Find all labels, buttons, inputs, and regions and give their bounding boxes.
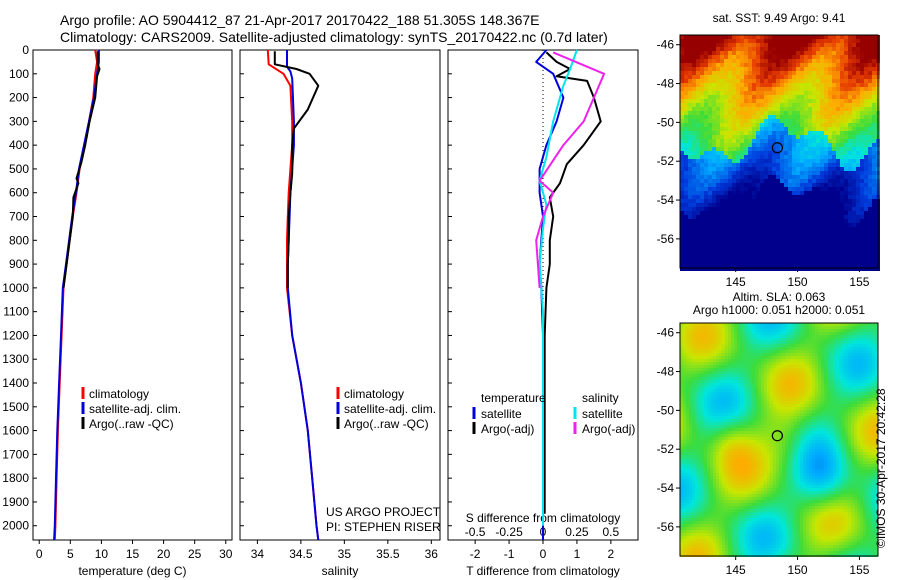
legend-label-diff-3: Argo(-adj) [582, 422, 635, 436]
legend-label-temperature-2: Argo(..raw -QC) [89, 417, 174, 431]
legend-label-salinity-1: satellite-adj. clim. [344, 402, 436, 416]
heatmap-cells-sla_map [680, 323, 878, 557]
map-y-tick-label-sst_map-1: -48 [657, 77, 675, 91]
x-tick-label-temperature-1: 5 [67, 547, 74, 561]
series-line-differences-0 [535, 49, 565, 540]
series-line-temperature-1 [53, 50, 100, 541]
plot-frame-salinity [239, 49, 441, 541]
map-frame-sst_map [679, 34, 879, 269]
y-tick-label-12: 1200 [2, 328, 29, 342]
imos-watermark: ©IMOS 30-Apr-2017 20:42:28 [874, 388, 888, 548]
legend-label-temperature-0: climatology [89, 387, 149, 401]
s-diff-tick-label-0: -0.5 [465, 525, 486, 539]
legend-label-salinity-0: climatology [344, 387, 404, 401]
series-line-temperature-0 [53, 49, 99, 541]
map-y-tick-label-sla_map-2: -50 [657, 403, 675, 417]
y-tick-label-14: 1400 [2, 376, 29, 390]
x-tick-label-salinity-3: 35.5 [376, 547, 400, 561]
legend-label-salinity-2: Argo(..raw -QC) [344, 417, 429, 431]
y-tick-label-15: 1500 [2, 400, 29, 414]
y-tick-label-20: 2000 [2, 519, 29, 533]
x-tick-label-temperature-2: 10 [95, 547, 109, 561]
map-frame-sla_map [679, 322, 879, 557]
pi-annotation: PI: STEPHEN RISER [326, 520, 441, 534]
sst-map-title: sat. SST: 9.49 Argo: 9.41 [713, 11, 846, 25]
s-diff-tick-label-3: 0.25 [565, 525, 589, 539]
legend-header-salinity: salinity [582, 391, 619, 405]
y-tick-label-4: 400 [9, 138, 29, 152]
sla-map-title: Altim. SLA: 0.063 [733, 290, 826, 304]
legend-label-diff-0: satellite [481, 407, 522, 421]
y-tick-label-11: 1100 [3, 305, 29, 319]
map-y-tick-label-sst_map-4: -54 [657, 193, 675, 207]
map-y-tick-label-sst_map-3: -52 [657, 154, 675, 168]
x-tick-label-temperature-6: 30 [219, 547, 233, 561]
y-tick-label-19: 1900 [2, 495, 29, 509]
map-y-tick-label-sla_map-1: -48 [657, 365, 675, 379]
series-line-salinity-2 [273, 51, 320, 288]
x-axis-label-differences: T difference from climatology [466, 564, 620, 578]
y-tick-label-18: 1800 [2, 471, 29, 485]
map-x-tick-label-sst_map-0: 145 [726, 275, 746, 289]
profile-title: Argo profile: AO 5904412_87 21-Apr-2017 … [60, 12, 540, 28]
x-axis-label-salinity: salinity [322, 564, 359, 578]
argo-location-marker-sla_map [771, 430, 783, 442]
y-tick-label-8: 800 [9, 233, 29, 247]
y-tick-label-0: 0 [22, 43, 29, 57]
y-tick-label-1: 100 [9, 67, 29, 81]
s-diff-tick-label-1: -0.25 [495, 525, 523, 539]
series-line-differences-3 [535, 51, 606, 288]
x-tick-label-salinity-4: 36 [425, 547, 439, 561]
x-tick-label-salinity-2: 35 [338, 547, 352, 561]
x-tick-label-salinity-1: 34.5 [289, 547, 313, 561]
map-y-tick-label-sst_map-2: -50 [657, 115, 675, 129]
map-y-tick-label-sla_map-0: -46 [657, 326, 675, 340]
x-tick-label-temperature-5: 25 [188, 547, 202, 561]
legend-header-temperature: temperature [481, 391, 546, 405]
map-x-tick-label-sst_map-1: 150 [788, 275, 808, 289]
map-x-tick-label-sla_map-0: 145 [726, 563, 746, 577]
map-y-tick-label-sst_map-0: -46 [657, 38, 675, 52]
series-line-differences-2 [538, 49, 578, 526]
legend-label-diff-2: satellite [582, 407, 623, 421]
y-tick-label-5: 500 [9, 162, 29, 176]
y-tick-label-13: 1300 [2, 352, 29, 366]
x-tick-label-differences-2: 0 [540, 547, 547, 561]
map-x-tick-label-sla_map-1: 150 [788, 563, 808, 577]
y-tick-label-2: 200 [9, 91, 29, 105]
series-line-temperature-2 [62, 51, 101, 289]
y-tick-label-17: 1700 [2, 447, 29, 461]
legend-label-temperature-1: satellite-adj. clim. [89, 402, 181, 416]
argo-location-marker-sst_map [771, 142, 783, 154]
x-tick-label-differences-3: 1 [574, 547, 581, 561]
map-x-tick-label-sla_map-2: 155 [849, 563, 869, 577]
y-tick-label-7: 700 [9, 210, 29, 224]
heatmap-cells-sst_map [680, 35, 880, 271]
map-y-tick-label-sla_map-3: -52 [657, 442, 675, 456]
y-tick-label-10: 1000 [2, 281, 29, 295]
y-tick-label-6: 600 [9, 186, 29, 200]
map-y-tick-label-sla_map-4: -54 [657, 481, 675, 495]
sla-map-subtitle: Argo h1000: 0.051 h2000: 0.051 [693, 303, 865, 317]
x-tick-label-differences-0: -2 [470, 547, 481, 561]
x-tick-label-differences-4: 2 [608, 547, 615, 561]
x-tick-label-temperature-4: 20 [157, 547, 171, 561]
x-axis-label-temperature: temperature (deg C) [78, 564, 186, 578]
y-tick-label-3: 300 [9, 114, 29, 128]
x-tick-label-differences-1: -1 [504, 547, 515, 561]
map-y-tick-label-sst_map-5: -56 [657, 232, 675, 246]
s-diff-tick-label-4: 0.5 [603, 525, 620, 539]
legend-label-diff-1: Argo(-adj) [481, 422, 534, 436]
climatology-title: Climatology: CARS2009. Satellite-adjuste… [60, 29, 608, 45]
x-tick-label-temperature-3: 15 [126, 547, 140, 561]
y-tick-label-9: 900 [9, 257, 29, 271]
x-tick-label-salinity-0: 34 [251, 547, 265, 561]
x-tick-label-temperature-0: 0 [36, 547, 43, 561]
map-x-tick-label-sst_map-2: 155 [849, 275, 869, 289]
project-annotation: US ARGO PROJECT [326, 505, 441, 519]
series-line-differences-1 [543, 51, 602, 514]
map-y-tick-label-sla_map-5: -56 [657, 520, 675, 534]
y-tick-label-16: 1600 [2, 424, 29, 438]
